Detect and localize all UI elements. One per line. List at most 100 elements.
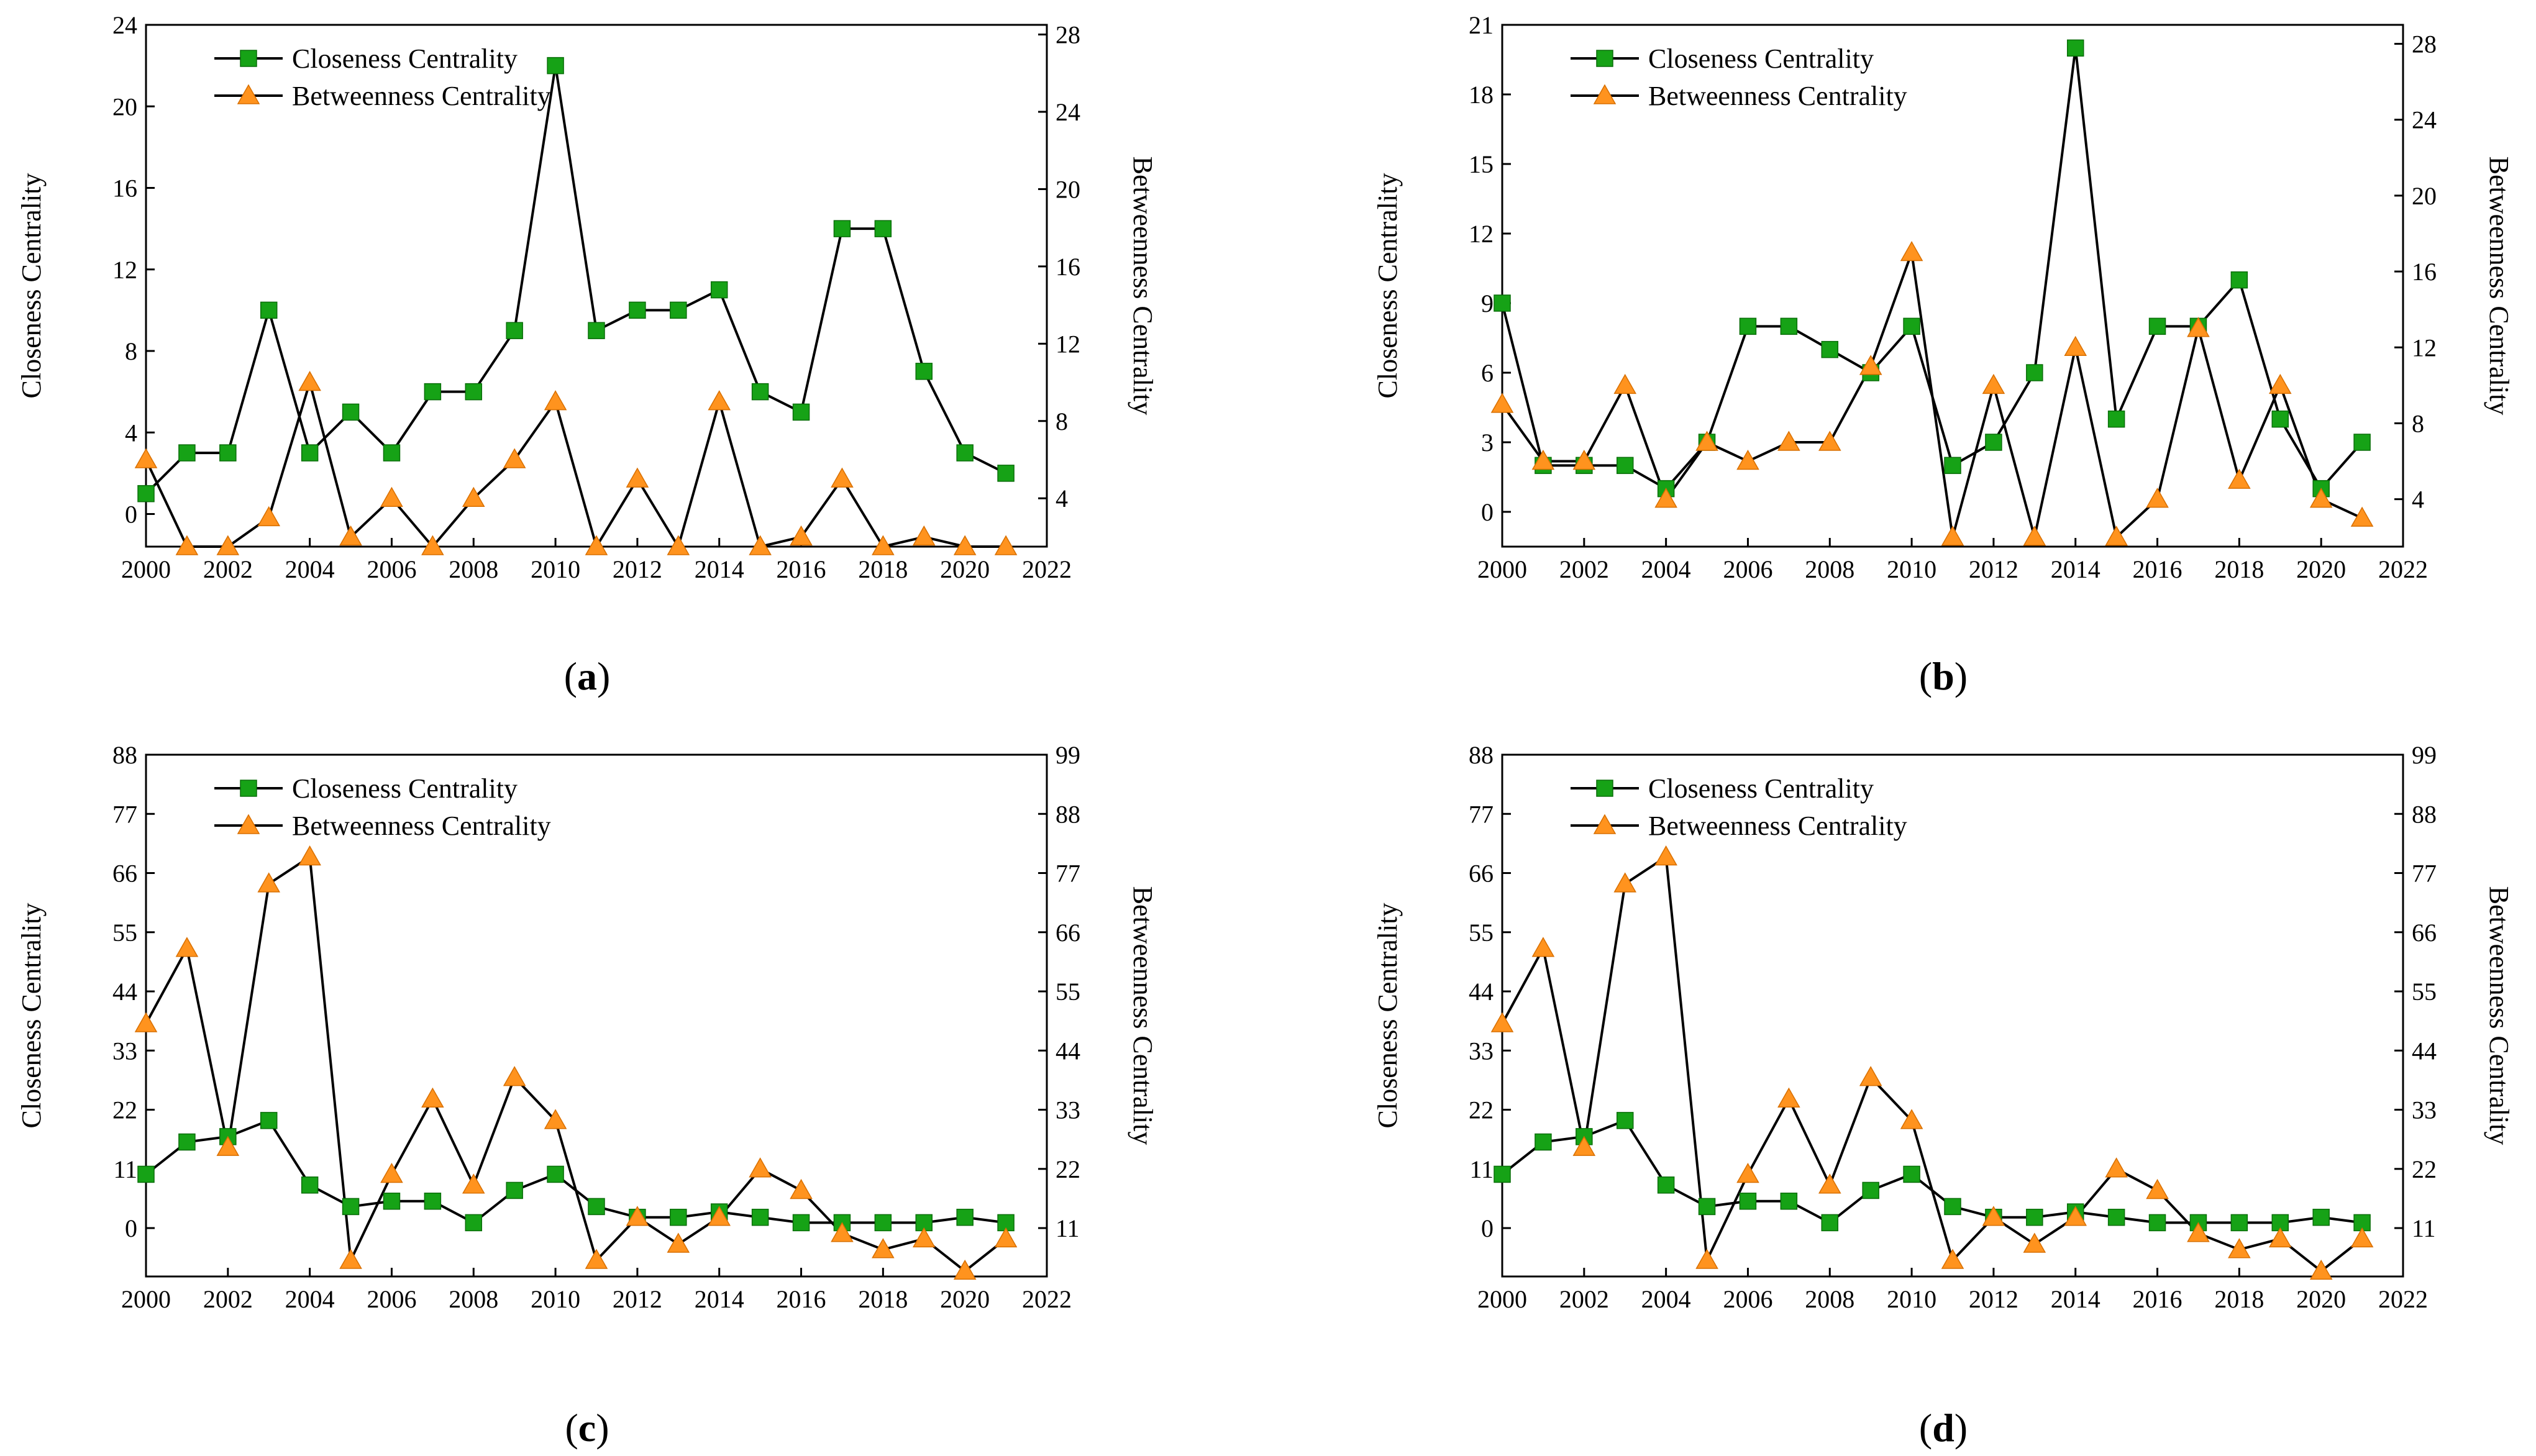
betweenness-point	[831, 467, 854, 488]
closeness-point	[2271, 410, 2289, 428]
closeness-point	[506, 1181, 523, 1199]
closeness-point	[2148, 317, 2166, 335]
plot-frame	[145, 24, 1048, 548]
legend-closeness-label: Closeness Centrality	[292, 773, 518, 804]
y-tick-label: 88	[112, 741, 137, 769]
betweenness-point	[585, 1249, 608, 1269]
closeness-point	[751, 1208, 769, 1226]
betweenness-point	[421, 1087, 444, 1108]
betweenness-point	[912, 525, 936, 546]
x-tick-label: 2006	[1723, 1285, 1772, 1313]
x-tick-label: 2000	[1477, 555, 1527, 583]
y-tick-label: 44	[112, 978, 137, 1006]
x-tick-label: 2016	[2133, 555, 2183, 583]
y2-tick-label: 22	[1056, 1155, 1080, 1183]
x-tick-label: 2008	[1805, 555, 1854, 583]
betweenness-point	[1736, 450, 1759, 470]
betweenness-point	[2064, 335, 2087, 357]
x-tick-label: 2004	[1641, 1285, 1691, 1313]
y2-tick-label: 16	[1056, 253, 1080, 281]
betweenness-point	[134, 1012, 158, 1032]
closeness-point	[260, 301, 278, 319]
closeness-point	[465, 1214, 483, 1232]
betweenness-point	[2228, 468, 2251, 489]
chart-panel-a: 2000 2002 2004 2006 2008 2010 2012 2014 2016 2018…	[16, 11, 1158, 698]
y2-tick-label: 99	[1056, 741, 1080, 769]
closeness-point	[1780, 317, 1798, 335]
x-tick-label: 2000	[121, 555, 171, 583]
y-tick-label: 22	[112, 1096, 137, 1124]
betweenness-point	[216, 535, 240, 555]
closeness-point	[629, 301, 646, 319]
closeness-line	[145, 65, 1006, 495]
y2-tick-label: 12	[1056, 330, 1080, 358]
legend-closeness-label: Closeness Centrality	[1648, 43, 1874, 74]
legend-closeness-label: Closeness Centrality	[292, 43, 518, 74]
panel-caption: (a)	[564, 654, 611, 698]
y-tick-label: 44	[1469, 978, 1494, 1006]
y2-tick-label: 44	[1056, 1037, 1080, 1065]
y-tick-label: 21	[1469, 11, 1494, 39]
betweenness-point	[1900, 1109, 1923, 1129]
betweenness-point	[2146, 1178, 2169, 1199]
y-tick-label: 24	[112, 11, 137, 39]
y2-tick-label: 8	[1056, 407, 1068, 435]
betweenness-point	[1982, 373, 2005, 394]
closeness-point	[997, 465, 1015, 482]
x-tick-label: 2008	[449, 1285, 498, 1313]
betweenness-point	[421, 535, 444, 555]
betweenness-point	[1654, 845, 1677, 866]
x-tick-label: 2022	[1022, 1285, 1072, 1313]
legend: Closeness Centrality Betweenness Centrali…	[214, 43, 551, 111]
betweenness-point	[2350, 506, 2374, 527]
betweenness-point	[544, 1109, 567, 1129]
closeness-point	[874, 1214, 892, 1232]
y2-tick-label: 24	[2412, 106, 2437, 134]
betweenness-point	[462, 1173, 485, 1194]
y-tick-label: 11	[113, 1155, 137, 1183]
x-tick-label: 2014	[2051, 1285, 2100, 1313]
betweenness-point	[912, 1227, 936, 1248]
betweenness-point	[2268, 373, 2292, 394]
y-axis-title: Closeness Centrality	[1372, 173, 1403, 399]
x-tick-label: 2008	[449, 555, 498, 583]
betweenness-point	[872, 535, 895, 555]
betweenness-point	[1490, 393, 1514, 413]
betweenness-point	[2187, 1222, 2210, 1242]
betweenness-point	[708, 390, 731, 411]
betweenness-point	[2350, 1227, 2374, 1248]
closeness-point	[1739, 317, 1757, 335]
closeness-point	[137, 1165, 155, 1183]
legend-betweenness-marker	[1593, 84, 1617, 104]
betweenness-point	[2228, 1238, 2251, 1258]
betweenness-point	[872, 1238, 895, 1258]
betweenness-point	[2146, 488, 2169, 508]
y2-tick-label: 11	[1056, 1214, 1080, 1242]
closeness-point	[2230, 271, 2248, 289]
x-tick-label: 2018	[858, 1285, 908, 1313]
y2-tick-label: 28	[1056, 21, 1080, 49]
betweenness-point	[380, 1162, 403, 1183]
closeness-point	[219, 444, 237, 462]
closeness-line	[1501, 48, 2363, 491]
chart-panel-d: 2000 2002 2004 2006 2008 2010 2012 2014 2016 2018…	[1372, 741, 2514, 1450]
closeness-point	[424, 1193, 442, 1210]
plot-frame	[1501, 24, 2404, 548]
betweenness-point	[216, 1135, 240, 1156]
closeness-point	[1862, 1181, 1879, 1199]
y2-tick-label: 55	[1056, 978, 1080, 1006]
y-tick-label: 3	[1481, 429, 1494, 457]
x-tick-label: 2014	[695, 1285, 744, 1313]
betweenness-point	[1613, 373, 1637, 394]
panel-caption: (b)	[1919, 654, 1968, 698]
x-tick-label: 2016	[2133, 1285, 2183, 1313]
y-tick-label: 6	[1481, 359, 1494, 387]
x-tick-label: 2016	[777, 1285, 826, 1313]
x-tick-label: 2018	[2214, 1285, 2264, 1313]
closeness-point	[301, 444, 319, 462]
x-tick-label: 2014	[695, 555, 744, 583]
closeness-point	[1985, 434, 2002, 451]
legend-betweenness-label: Betweenness Centrality	[292, 81, 551, 111]
legend-betweenness-label: Betweenness Centrality	[292, 811, 551, 841]
